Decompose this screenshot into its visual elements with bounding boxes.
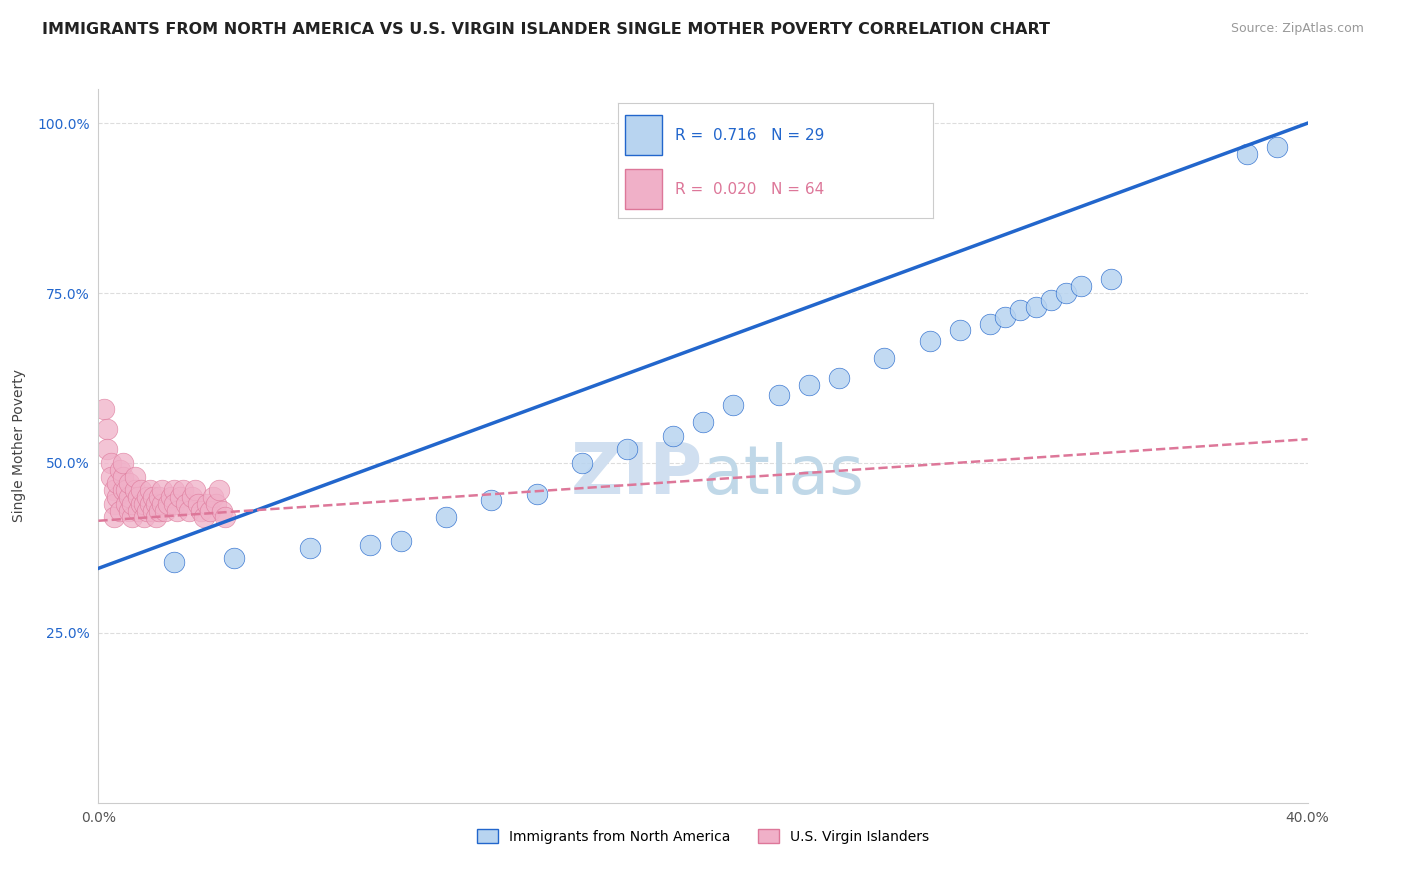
Point: [142, 490, 165, 504]
Point: [111, 469, 134, 483]
Point: [145, 497, 167, 511]
Point: [142, 503, 165, 517]
Point: [129, 497, 152, 511]
Point: [768, 388, 790, 402]
Point: [139, 483, 162, 498]
Point: [108, 463, 131, 477]
Point: [1099, 272, 1122, 286]
Point: [127, 503, 149, 517]
Point: [114, 497, 136, 511]
Point: [616, 442, 638, 457]
Point: [103, 483, 125, 498]
Text: ZIP: ZIP: [571, 440, 703, 509]
Point: [661, 429, 683, 443]
Point: [118, 476, 141, 491]
Point: [434, 510, 457, 524]
Point: [129, 483, 152, 498]
Point: [163, 497, 186, 511]
Point: [163, 555, 186, 569]
Point: [193, 510, 215, 524]
Point: [105, 476, 128, 491]
Point: [100, 469, 122, 483]
Point: [93, 401, 115, 416]
Point: [135, 503, 157, 517]
Point: [118, 490, 141, 504]
Point: [150, 497, 173, 511]
Point: [132, 497, 155, 511]
Point: [187, 497, 209, 511]
Point: [103, 510, 125, 524]
Point: [797, 377, 820, 392]
Point: [150, 483, 173, 498]
Point: [132, 510, 155, 524]
Point: [96, 442, 118, 457]
Point: [169, 490, 191, 504]
Point: [1267, 140, 1289, 154]
Point: [160, 490, 183, 504]
Point: [208, 483, 231, 498]
Text: IMMIGRANTS FROM NORTH AMERICA VS U.S. VIRGIN ISLANDER SINGLE MOTHER POVERTY CORR: IMMIGRANTS FROM NORTH AMERICA VS U.S. VI…: [42, 22, 1050, 37]
Point: [163, 483, 186, 498]
Point: [124, 469, 146, 483]
Point: [481, 493, 503, 508]
Point: [111, 483, 134, 498]
Point: [114, 483, 136, 498]
Legend: Immigrants from North America, U.S. Virgin Islanders: Immigrants from North America, U.S. Virg…: [471, 823, 935, 849]
Point: [124, 483, 146, 498]
Point: [918, 334, 941, 348]
Point: [148, 490, 170, 504]
Point: [103, 497, 125, 511]
Point: [873, 351, 896, 365]
Point: [156, 497, 179, 511]
Y-axis label: Single Mother Poverty: Single Mother Poverty: [13, 369, 27, 523]
Point: [121, 497, 143, 511]
Point: [1236, 146, 1258, 161]
Point: [121, 510, 143, 524]
Point: [166, 503, 188, 517]
Point: [181, 490, 204, 504]
Text: atlas: atlas: [703, 442, 863, 508]
Point: [172, 483, 194, 498]
Point: [828, 371, 851, 385]
Point: [139, 497, 162, 511]
Point: [214, 510, 236, 524]
Point: [96, 422, 118, 436]
Point: [174, 497, 197, 511]
Point: [692, 415, 714, 429]
Text: Source: ZipAtlas.com: Source: ZipAtlas.com: [1230, 22, 1364, 36]
Point: [135, 490, 157, 504]
Point: [1070, 279, 1092, 293]
Point: [190, 503, 212, 517]
Point: [1039, 293, 1062, 307]
Point: [526, 486, 548, 500]
Point: [979, 317, 1001, 331]
Point: [949, 323, 972, 337]
Point: [148, 503, 170, 517]
Point: [118, 503, 141, 517]
Point: [184, 483, 207, 498]
Point: [153, 503, 176, 517]
Point: [105, 490, 128, 504]
Point: [211, 503, 233, 517]
Point: [360, 537, 382, 551]
Point: [1054, 286, 1077, 301]
Point: [111, 456, 134, 470]
Point: [205, 497, 228, 511]
Point: [200, 503, 222, 517]
Point: [108, 503, 131, 517]
Point: [127, 490, 149, 504]
Point: [571, 456, 593, 470]
Point: [202, 490, 225, 504]
Point: [1024, 300, 1046, 314]
Point: [224, 551, 246, 566]
Point: [994, 310, 1017, 324]
Point: [1010, 303, 1032, 318]
Point: [195, 497, 218, 511]
Point: [723, 398, 745, 412]
Point: [299, 541, 322, 555]
Point: [145, 510, 167, 524]
Point: [179, 503, 201, 517]
Point: [389, 534, 412, 549]
Point: [100, 456, 122, 470]
